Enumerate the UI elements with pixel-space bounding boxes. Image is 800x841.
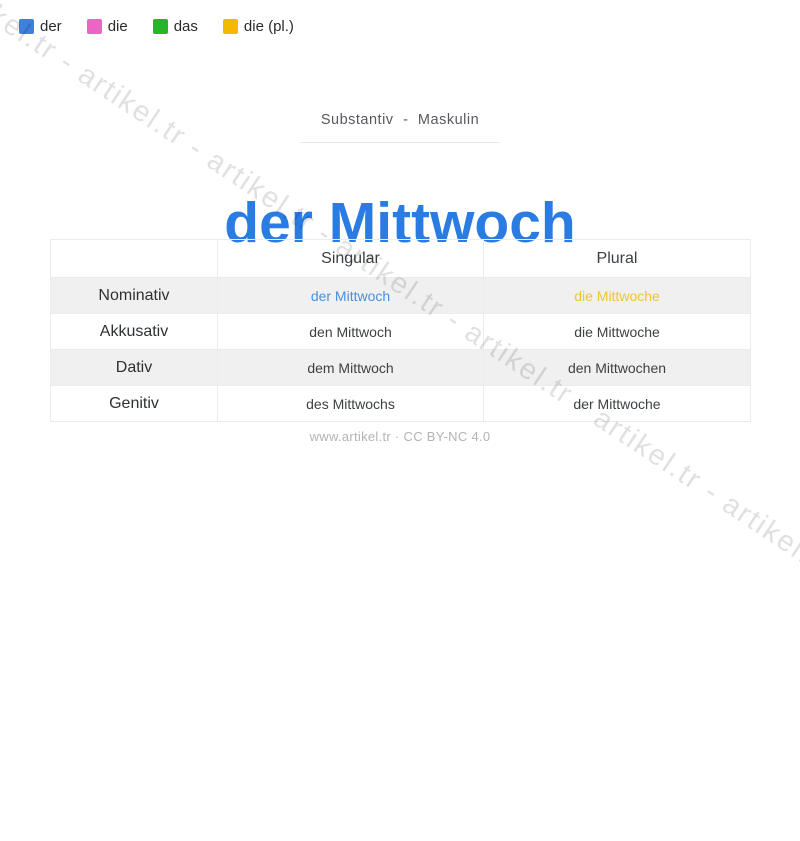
singular-value: den Mittwoch	[217, 313, 484, 350]
article-legend: der die das die (pl.)	[19, 18, 294, 35]
plural-value: den Mittwochen	[483, 349, 751, 386]
table-row-genitiv: Genitiv des Mittwochs der Mittwoche	[50, 385, 751, 422]
case-label: Akkusativ	[50, 313, 218, 350]
das-color-swatch	[152, 19, 168, 34]
table-header-row: Singular Plural	[50, 239, 751, 278]
case-column-header	[50, 239, 218, 278]
plural-value: die Mittwoche	[483, 313, 751, 350]
declension-table: Singular Plural Nominativ der Mittwoch d…	[50, 239, 751, 422]
legend-label: die	[107, 18, 128, 35]
table-row-akkusativ: Akkusativ den Mittwoch die Mittwoche	[50, 313, 751, 350]
legend-item-die: die	[86, 18, 128, 35]
die-color-swatch	[86, 19, 102, 34]
legend-item-das: das	[152, 18, 198, 35]
singular-value: des Mittwochs	[217, 385, 484, 422]
noun-category-subtitle: Substantiv - Maskulin	[320, 112, 480, 128]
case-label: Nominativ	[50, 277, 218, 314]
singular-value: der Mittwoch	[217, 277, 484, 314]
die-plural-color-swatch	[222, 19, 238, 34]
legend-item-die-plural: die (pl.)	[222, 18, 294, 35]
site-credit: www.artikel.tr · CC BY-NC 4.0	[309, 429, 491, 444]
legend-label: die (pl.)	[243, 18, 294, 35]
case-label: Genitiv	[50, 385, 218, 422]
subtitle-divider	[300, 142, 500, 143]
singular-value: dem Mittwoch	[217, 349, 484, 386]
legend-label: der	[40, 18, 62, 35]
plural-value: die Mittwoche	[483, 277, 751, 314]
legend-item-der: der	[19, 18, 62, 35]
legend-label: das	[173, 18, 198, 35]
singular-column-header: Singular	[217, 239, 484, 278]
case-label: Dativ	[50, 349, 218, 386]
table-row-dativ: Dativ dem Mittwoch den Mittwochen	[50, 349, 751, 386]
plural-value: der Mittwoche	[483, 385, 751, 422]
plural-column-header: Plural	[483, 239, 751, 278]
table-row-nominativ: Nominativ der Mittwoch die Mittwoche	[50, 277, 751, 314]
der-color-swatch	[19, 19, 34, 34]
